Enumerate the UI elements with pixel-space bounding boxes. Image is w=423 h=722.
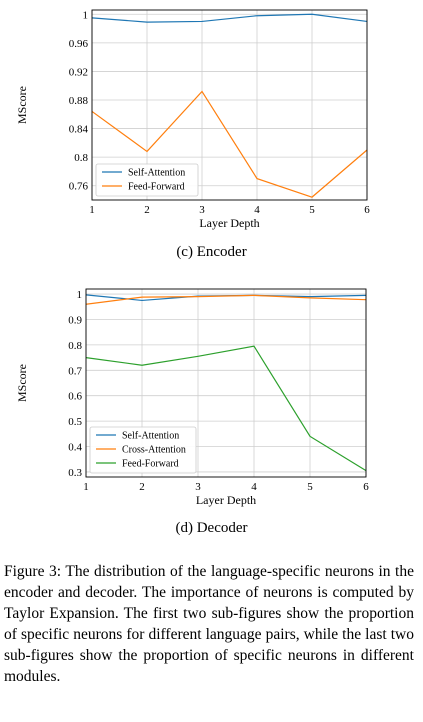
y-tick-label: 0.8 xyxy=(74,152,88,164)
x-tick-label: 2 xyxy=(139,481,145,493)
y-tick-label: 0.6 xyxy=(68,391,82,403)
legend-entry: Self-Attention xyxy=(122,431,179,442)
x-tick-label: 4 xyxy=(251,481,257,493)
series-line-self-attention xyxy=(91,13,368,23)
figure-caption: Figure 3: The distribution of the langua… xyxy=(4,563,414,685)
y-tick-label: 0.9 xyxy=(68,314,82,326)
legend-entry: Self-Attention xyxy=(128,168,185,179)
y-tick-label: 0.84 xyxy=(69,124,89,136)
x-tick-label: 3 xyxy=(195,481,201,493)
legend: Self-Attention Feed-Forward xyxy=(95,163,199,197)
plot-frame xyxy=(91,9,368,201)
legend-entry: Feed-Forward xyxy=(122,459,179,470)
legend: Self-Attention Cross-Attention Feed-Forwar… xyxy=(89,426,197,474)
y-tick-label: 0.88 xyxy=(69,95,89,107)
y-tick-label: 1 xyxy=(77,289,83,301)
plot-frame xyxy=(85,288,367,478)
y-tick-label: 0.4 xyxy=(68,442,82,454)
legend-entry: Feed-Forward xyxy=(128,182,185,193)
legend-box xyxy=(89,426,197,474)
y-tick-label: 0.8 xyxy=(68,340,82,352)
x-tick-label: 1 xyxy=(83,481,89,493)
series-line-feed-forward xyxy=(91,90,368,198)
decoder-chart: 1 2 3 4 5 6 0.3 0.4 0.5 0.6 0.7 0.8 0.9 1 Layer Depth M… xyxy=(15,288,369,507)
y-tick-label: 0.7 xyxy=(68,365,82,377)
y-tick-label: 0.92 xyxy=(69,66,88,78)
x-tick-label: 6 xyxy=(364,204,370,216)
encoder-chart: 1 2 3 4 5 6 0.76 0.8 0.84 0.88 0.92 0.96 1 Layer Dept… xyxy=(15,9,370,230)
y-axis-label: MScore xyxy=(15,364,29,402)
y-axis-label: MScore xyxy=(15,86,29,124)
x-tick-label: 4 xyxy=(254,204,260,216)
y-tick-label: 1 xyxy=(83,9,89,21)
encoder-subcaption: (c) Encoder xyxy=(176,244,247,260)
series-lines xyxy=(85,294,367,472)
legend-entry: Cross-Attention xyxy=(122,445,186,456)
x-tick-label: 5 xyxy=(309,204,315,216)
x-axis-label: Layer Depth xyxy=(196,493,256,507)
y-tick-label: 0.3 xyxy=(68,467,82,479)
x-axis-label: Layer Depth xyxy=(199,216,259,230)
x-tick-label: 3 xyxy=(199,204,205,216)
y-tick-label: 0.5 xyxy=(68,416,82,428)
x-tick-label: 1 xyxy=(89,204,95,216)
x-tick-label: 2 xyxy=(144,204,150,216)
series-lines xyxy=(91,13,368,198)
series-line-cross-attention xyxy=(85,294,367,305)
y-tick-label: 0.96 xyxy=(69,38,89,50)
x-tick-label: 5 xyxy=(307,481,313,493)
y-tick-label: 0.76 xyxy=(69,181,89,193)
x-tick-label: 6 xyxy=(363,481,369,493)
series-line-feed-forward xyxy=(85,345,367,472)
decoder-subcaption: (d) Decoder xyxy=(175,520,248,536)
